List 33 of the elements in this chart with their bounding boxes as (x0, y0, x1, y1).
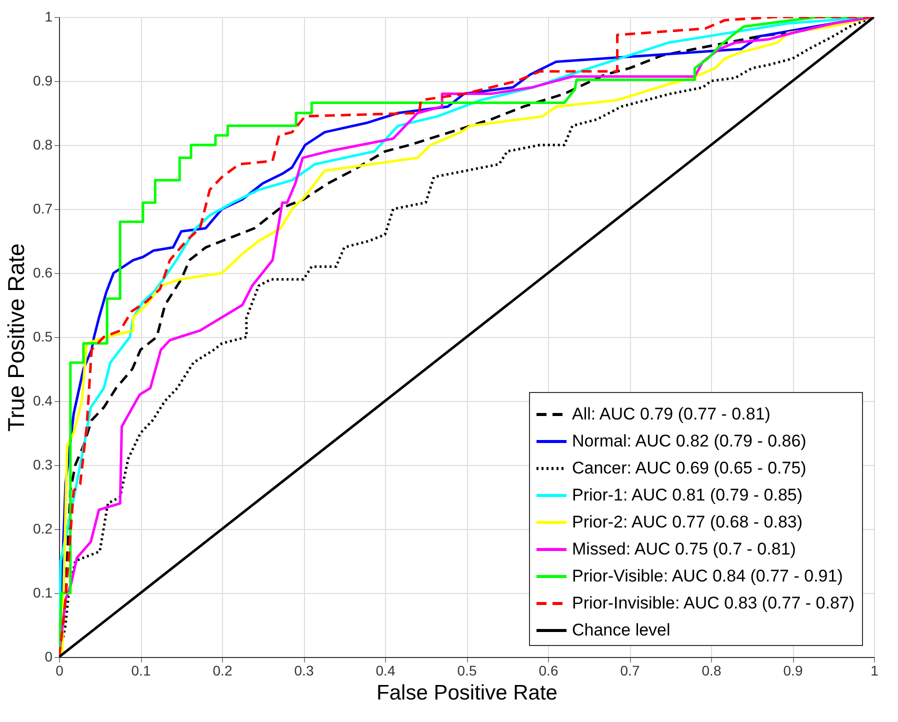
y-tick-label: 1 (44, 8, 53, 24)
x-tick-label: 0.7 (620, 662, 640, 678)
legend-label: Prior-1: AUC 0.81 (0.79 - 0.85) (572, 486, 803, 504)
y-axis-title: True Positive Rate (3, 243, 30, 432)
y-tick-label: 0 (44, 648, 53, 664)
legend-label: Normal: AUC 0.82 (0.79 - 0.86) (572, 432, 806, 450)
y-tick-label: 0.6 (33, 264, 53, 280)
x-tick-label: 0.3 (294, 662, 314, 678)
x-tick-label: 0.4 (376, 662, 396, 678)
y-tick-label: 0.9 (33, 72, 53, 88)
x-tick-label: 0.5 (457, 662, 477, 678)
x-tick-label: 0.6 (538, 662, 558, 678)
y-tick-label: 0.4 (33, 392, 53, 408)
x-tick-label: 0.1 (131, 662, 151, 678)
y-tick-label: 0.2 (33, 520, 53, 536)
x-tick-label: 0 (56, 662, 64, 678)
x-tick-label: 0.9 (783, 662, 803, 678)
y-tick-label: 0.8 (33, 136, 53, 152)
legend-label: Prior-2: AUC 0.77 (0.68 - 0.83) (572, 512, 803, 532)
y-tick-label: 0.7 (33, 200, 53, 216)
x-tick-label: 0.8 (702, 662, 722, 678)
legend-label: All: AUC 0.79 (0.77 - 0.81) (572, 404, 770, 424)
x-tick-label: 1 (870, 662, 879, 678)
x-axis-title: False Positive Rate (376, 682, 558, 704)
legend-label: Prior-Invisible: AUC 0.83 (0.77 - 0.87) (572, 594, 855, 612)
legend-label: Chance level (572, 620, 670, 640)
x-tick-label: 0.2 (212, 662, 232, 678)
y-tick-label: 0.3 (33, 456, 53, 472)
legend-label: Missed: AUC 0.75 (0.7 - 0.81) (572, 540, 796, 558)
y-tick-label: 0.1 (33, 584, 53, 600)
y-tick-label: 0.5 (33, 328, 53, 344)
legend-label: Prior-Visible: AUC 0.84 (0.77 - 0.91) (572, 566, 843, 586)
legend-label: Cancer: AUC 0.69 (0.65 - 0.75) (572, 458, 806, 478)
